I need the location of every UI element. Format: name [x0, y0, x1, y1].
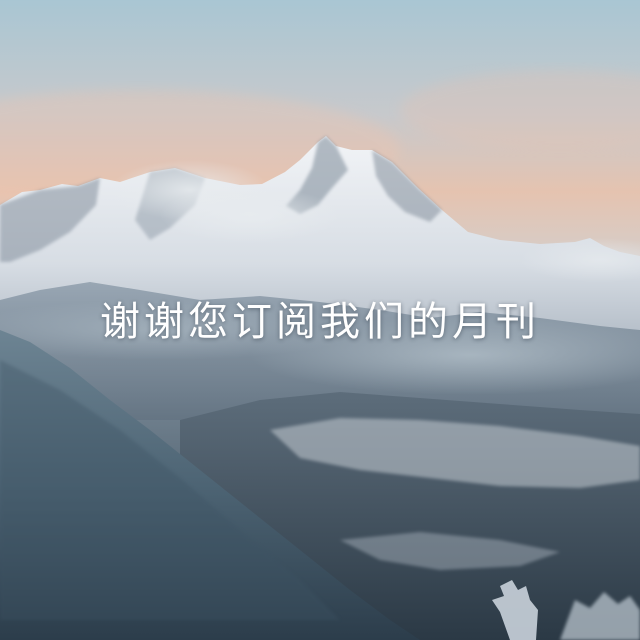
cloud	[520, 238, 640, 282]
mist	[0, 300, 360, 360]
frosted-tree	[492, 580, 538, 640]
cloud	[160, 187, 340, 243]
snowy-fields	[270, 418, 640, 488]
sunset-glow-right	[400, 70, 640, 150]
rock-shadow	[0, 178, 100, 262]
frosted-branches	[560, 592, 640, 640]
snowy-fields	[340, 532, 560, 570]
forest-texture	[0, 360, 340, 620]
headline-text: 谢谢您订阅我们的月刊	[100, 299, 540, 345]
rock-shadow	[372, 150, 442, 222]
